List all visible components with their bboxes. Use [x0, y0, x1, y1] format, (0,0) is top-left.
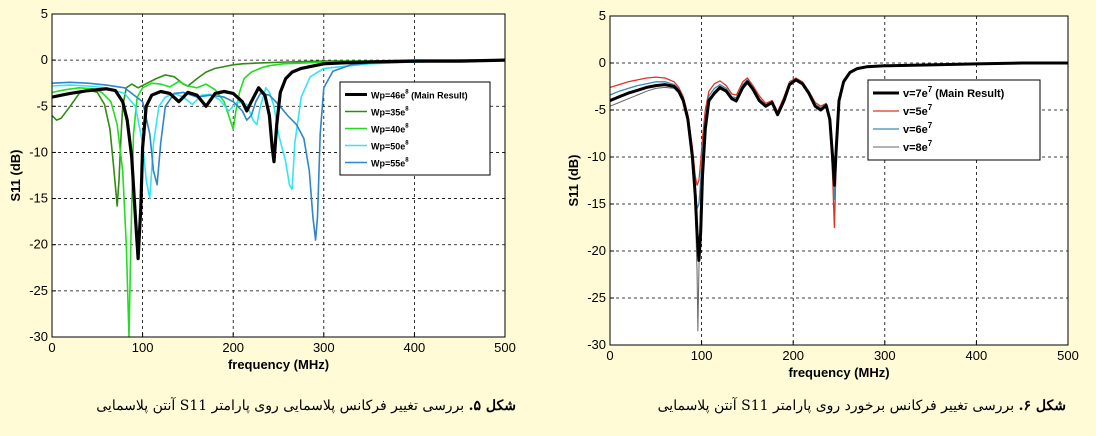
y-tick-label: -20 — [29, 237, 48, 252]
x-tick-label: 200 — [782, 348, 804, 363]
x-axis-label: frequency (MHz) — [228, 357, 329, 372]
y-tick-label: 0 — [41, 52, 48, 67]
legend-entry: Wp=55e8 — [371, 158, 409, 169]
y-tick-label: -15 — [29, 191, 48, 206]
y-tick-label: 5 — [599, 8, 606, 23]
x-tick-label: 300 — [874, 348, 896, 363]
series-group — [610, 61, 1068, 332]
plot-area — [610, 16, 1068, 345]
legend-entry: v=8e7 — [903, 139, 933, 154]
figure-caption-6: شکل ۶. بررسی تغییر فرکانس برخورد روی پار… — [658, 398, 1066, 414]
x-tick-label: 0 — [606, 348, 613, 363]
y-tick-label: -5 — [594, 102, 606, 117]
legend-entry: Wp=35e8 — [371, 107, 409, 118]
legend-entry: v=7e7 (Main Result) — [903, 85, 1005, 100]
y-tick-label: -30 — [587, 337, 606, 352]
y-tick-label: -15 — [587, 196, 606, 211]
x-tick-label: 500 — [1057, 348, 1079, 363]
caption-text: بررسی تغییر فرکانس پلاسمایی روی پارامتر … — [96, 398, 465, 414]
legend: Wp=46e8 (Main Result) Wp=35e8 Wp=40e8 Wp=50… — [339, 81, 491, 176]
x-tick-label: 400 — [966, 348, 988, 363]
series-group — [52, 58, 505, 337]
series-line-1 — [52, 59, 505, 207]
s11-chart-collision-frequency: 0 100 200 300 400 500 5 0 -5 -10 -15 -20 -25 -30 frequ… — [566, 8, 1079, 380]
y-tick-label: -30 — [29, 329, 48, 344]
legend-entry: v=5e7 — [903, 103, 933, 118]
series-line-0 — [52, 58, 505, 261]
y-tick-label: -20 — [587, 243, 606, 258]
x-tick-label: 100 — [691, 348, 713, 363]
legend: v=7e7 (Main Result) v=5e7 v=6e7 v=8e7 — [867, 79, 1041, 161]
y-tick-label: -5 — [36, 98, 48, 113]
caption-prefix: شکل ۵. — [468, 398, 516, 414]
chart-panel-left: 0 100 200 300 400 500 5 0 -5 -10 -15 -20 -25 -30 frequ… — [0, 0, 548, 390]
s11-chart-plasma-frequency: 0 100 200 300 400 500 5 0 -5 -10 -15 -20 -25 -30 frequ… — [8, 6, 516, 372]
series-line-0 — [610, 61, 1068, 262]
y-tick-label: 0 — [599, 55, 606, 70]
figure-caption-5: شکل ۵. بررسی تغییر فرکانس پلاسمایی روی پ… — [96, 398, 516, 414]
y-axis-label: S11 (dB) — [8, 149, 23, 201]
caption-prefix: شکل ۶. — [1018, 398, 1066, 414]
x-axis-label: frequency (MHz) — [788, 365, 889, 380]
series-line-2 — [52, 59, 505, 337]
axes-frame — [609, 15, 1069, 346]
legend-entry: Wp=40e8 — [371, 124, 409, 135]
y-tick-label: -10 — [29, 144, 48, 159]
axes-frame — [51, 13, 506, 338]
chart-panel-right: 0 100 200 300 400 500 5 0 -5 -10 -15 -20 -25 -30 frequ… — [548, 0, 1096, 390]
series-line-4 — [52, 59, 505, 241]
legend-entry: Wp=50e8 — [371, 141, 409, 152]
x-tick-label: 100 — [132, 340, 154, 355]
y-axis-label: S11 (dB) — [566, 154, 581, 206]
x-tick-label: 500 — [494, 340, 516, 355]
legend-entry: Wp=46e8 (Main Result) — [371, 90, 468, 101]
x-tick-label: 300 — [313, 340, 335, 355]
y-tick-label: -25 — [29, 283, 48, 298]
caption-text: بررسی تغییر فرکانس برخورد روی پارامتر S1… — [657, 398, 1015, 414]
x-tick-label: 400 — [404, 340, 426, 355]
x-tick-label: 0 — [48, 340, 55, 355]
y-tick-label: -10 — [587, 149, 606, 164]
x-tick-label: 200 — [222, 340, 244, 355]
y-tick-label: -25 — [587, 290, 606, 305]
y-tick-label: 5 — [41, 6, 48, 21]
legend-entry: v=6e7 — [903, 121, 933, 136]
